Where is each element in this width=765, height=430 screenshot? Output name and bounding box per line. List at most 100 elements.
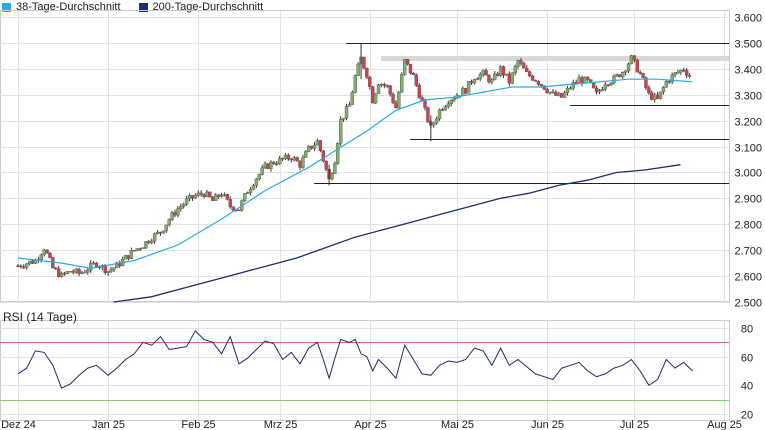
candle-body	[423, 100, 427, 108]
candle-body	[266, 163, 270, 169]
candle-body	[289, 158, 293, 161]
candle-body	[74, 268, 78, 273]
rsi-y-tick-label: 20	[741, 410, 753, 422]
candle-body	[402, 59, 407, 75]
candle-body	[542, 85, 546, 90]
price-y-tick-label: 3.000	[734, 168, 762, 180]
candle-body	[225, 194, 230, 200]
candle-body	[667, 81, 671, 83]
candle-body	[196, 192, 200, 196]
candle-body	[559, 93, 564, 98]
candle-body	[336, 143, 340, 164]
candle-body	[71, 271, 75, 273]
candle-body	[548, 91, 552, 94]
candle-body	[350, 92, 355, 105]
candle-body	[446, 103, 450, 107]
price-y-tick-label: 2.800	[734, 220, 762, 232]
candle-body	[670, 74, 674, 83]
candle-body	[533, 79, 538, 82]
candle-body	[25, 263, 29, 268]
candle-body	[495, 73, 500, 76]
candle-body	[62, 272, 67, 275]
x-tick-label: Jun 25	[531, 419, 564, 430]
candle-body	[353, 75, 357, 93]
candle-body	[687, 75, 692, 77]
candle-body	[432, 122, 436, 126]
price-y-tick-label: 3.400	[734, 65, 762, 77]
candle-body	[434, 118, 439, 124]
candle-body	[478, 74, 482, 80]
candle-body	[629, 55, 634, 65]
ma38-swatch-icon	[2, 2, 11, 12]
candle-body	[397, 91, 401, 109]
candle-body	[626, 63, 631, 72]
price-y-tick-label: 3.500	[734, 39, 762, 51]
candle-body	[275, 163, 279, 166]
candle-body	[551, 91, 555, 94]
candle-body	[211, 196, 215, 201]
candle-body	[77, 268, 81, 274]
candle-body	[94, 262, 99, 268]
candle-body	[641, 73, 645, 78]
price-y-tick-label: 3.200	[734, 117, 762, 129]
candle-body	[260, 167, 264, 175]
candle-body	[83, 271, 87, 274]
candle-body	[498, 66, 503, 76]
candle-body	[57, 268, 61, 277]
candle-body	[443, 106, 448, 111]
candle-body	[248, 188, 253, 193]
x-tick-label: Aug 25	[707, 419, 742, 430]
candle-body	[283, 154, 288, 160]
candle-body	[219, 195, 224, 197]
candle-body	[280, 157, 285, 160]
rsi-y-tick-label: 80	[741, 324, 753, 336]
candle-body	[292, 157, 296, 161]
candle-body	[173, 212, 177, 216]
candle-body	[167, 219, 171, 226]
candle-body	[370, 86, 375, 104]
candle-body	[571, 82, 575, 89]
candle-body	[27, 260, 32, 265]
candle-body	[530, 75, 535, 81]
candle-body	[490, 79, 494, 83]
candle-body	[362, 56, 366, 69]
candle-body	[193, 195, 198, 199]
candle-body	[606, 84, 610, 86]
candle-body	[277, 157, 282, 165]
candle-body	[379, 83, 384, 86]
candle-body	[152, 233, 157, 242]
candle-body	[557, 93, 561, 96]
candle-body	[394, 102, 398, 109]
candle-body	[382, 83, 387, 86]
candle-body	[132, 250, 136, 252]
candle-body	[138, 248, 142, 250]
candle-body	[112, 267, 116, 270]
candle-body	[106, 271, 110, 273]
candle-body	[565, 87, 570, 93]
candle-body	[307, 145, 311, 152]
candle-body	[507, 73, 512, 84]
price-plot-frame	[0, 10, 730, 302]
candle-body	[591, 82, 596, 89]
candle-body	[187, 195, 192, 199]
candle-body	[59, 272, 64, 277]
candle-body	[539, 84, 544, 86]
x-tick-label: Mai 25	[441, 419, 474, 430]
candle-body	[190, 195, 195, 199]
candle-body	[414, 74, 418, 86]
candle-body	[245, 192, 250, 194]
candle-body	[330, 173, 334, 180]
candle-body	[42, 249, 46, 256]
ma200-line	[113, 164, 681, 303]
ma38-line	[17, 78, 693, 269]
candle-body	[632, 55, 637, 61]
candle-body	[295, 157, 299, 162]
candle-body	[272, 161, 276, 165]
ma200-swatch-icon	[138, 2, 148, 12]
candle-body	[286, 154, 291, 160]
candle-body	[318, 140, 323, 151]
candle-body	[251, 185, 256, 190]
candle-body	[612, 75, 616, 84]
candle-body	[16, 265, 20, 267]
candle-body	[356, 63, 360, 76]
